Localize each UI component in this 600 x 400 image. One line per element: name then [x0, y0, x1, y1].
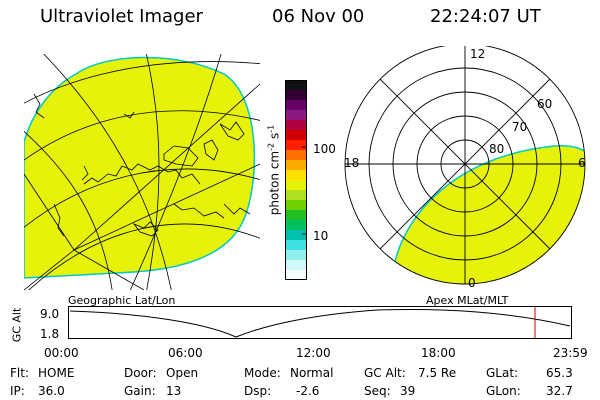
timeline-axis-label: GC Alt: [10, 307, 24, 343]
mode-label: Mode:: [244, 366, 281, 380]
colorbar-swatch: [285, 130, 307, 141]
lat-lon-grid: [24, 54, 260, 290]
mlt-label-dawn: 6: [578, 156, 586, 170]
door-value: Open: [166, 366, 199, 380]
flt-value: HOME: [38, 366, 75, 380]
observation-date: 06 Nov 00: [272, 6, 365, 27]
seq-value: 39: [400, 384, 416, 398]
gc-alt-value: 7.5 Re: [418, 366, 457, 380]
glon-label: GLon:: [486, 384, 521, 398]
colorbar-swatch: [285, 170, 307, 181]
dsp-label: Dsp:: [244, 384, 272, 398]
geographic-map: [24, 54, 260, 290]
colorbar-frame: [285, 80, 307, 280]
colorbar-swatch: [285, 110, 307, 121]
mlat-label-60: 60: [537, 97, 553, 111]
altitude-curve: [69, 309, 571, 338]
colorbar-swatch: [285, 80, 307, 91]
timeline-xtick-0000: 00:00: [44, 346, 79, 360]
timeline-xtick-1200: 12:00: [296, 346, 331, 360]
colorbar-swatch: [285, 180, 307, 191]
instrument-title: Ultraviolet Imager: [40, 6, 203, 27]
colorbar-tick-10: 10: [313, 229, 329, 243]
mlat-label-70: 70: [512, 120, 528, 134]
polar-mlt-map: [344, 46, 586, 285]
colorbar-swatch: [285, 250, 307, 261]
timeline-xtick-2359: 23:59: [553, 346, 588, 360]
apex-caption: Apex MLat/MLT: [426, 294, 509, 307]
colorbar-swatch: [285, 100, 307, 111]
colorbar-tick-100: 100: [313, 142, 336, 156]
mlt-label-dusk: 18: [344, 156, 360, 170]
mode-value: Normal: [290, 366, 334, 380]
colorbar-swatch: [285, 200, 307, 211]
altitude-timeline: [68, 306, 572, 339]
ip-label: IP:: [10, 384, 25, 398]
timeline-xtick-1800: 18:00: [421, 346, 456, 360]
colorbar-swatch: [285, 210, 307, 221]
timeline-xtick-0600: 06:00: [168, 346, 203, 360]
timeline-ytick-bottom: 1.8: [40, 327, 60, 341]
colorbar-swatch: [285, 150, 307, 161]
colorbar-swatch: [285, 220, 307, 231]
gc-alt-label: GC Alt:: [364, 366, 406, 380]
door-label: Door:: [124, 366, 157, 380]
flt-label: Flt:: [10, 366, 29, 380]
mlat-label-80: 80: [489, 142, 505, 156]
dsp-value: -2.6: [296, 384, 320, 398]
colorbar-swatch: [285, 90, 307, 101]
ip-value: 36.0: [38, 384, 65, 398]
glon-value: 32.7: [546, 384, 573, 398]
colorbar-swatch: [285, 240, 307, 251]
colorbar-swatch: [285, 260, 307, 271]
glat-value: 65.3: [546, 366, 573, 380]
colorbar-swatch: [285, 160, 307, 171]
geographic-caption: Geographic Lat/Lon: [68, 294, 176, 307]
color-scale-bar: [285, 80, 307, 280]
colorbar-swatch: [285, 140, 307, 151]
colorbar-swatch: [285, 120, 307, 131]
gain-value: 13: [166, 384, 182, 398]
observation-time: 22:24:07 UT: [430, 6, 541, 27]
seq-label: Seq:: [364, 384, 391, 398]
colorbar-swatch: [285, 230, 307, 241]
mlt-label-midnight: 0: [468, 276, 476, 290]
colorbar-unit-label: photon cm-2 s-1: [266, 124, 282, 216]
gain-label: Gain:: [124, 384, 156, 398]
polar-grid: [344, 46, 586, 285]
emission-region-geographic: [24, 56, 256, 279]
colorbar-swatch: [285, 190, 307, 201]
colorbar-swatch: [285, 270, 307, 280]
glat-label: GLat:: [486, 366, 519, 380]
mlt-label-noon: 12: [470, 47, 486, 61]
timeline-ytick-top: 9.0: [40, 307, 60, 321]
coastlines: [33, 93, 251, 237]
